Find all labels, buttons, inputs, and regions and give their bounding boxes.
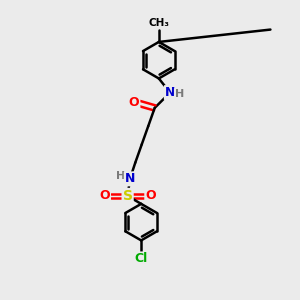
Text: CH₃: CH₃ [148,18,169,28]
Text: Cl: Cl [134,252,148,266]
Text: O: O [99,189,110,203]
Text: O: O [129,96,140,110]
Text: N: N [125,172,135,185]
Text: N: N [165,86,175,99]
Text: H: H [116,172,125,182]
Text: O: O [145,189,156,203]
Text: H: H [175,89,184,99]
Text: S: S [123,189,133,203]
